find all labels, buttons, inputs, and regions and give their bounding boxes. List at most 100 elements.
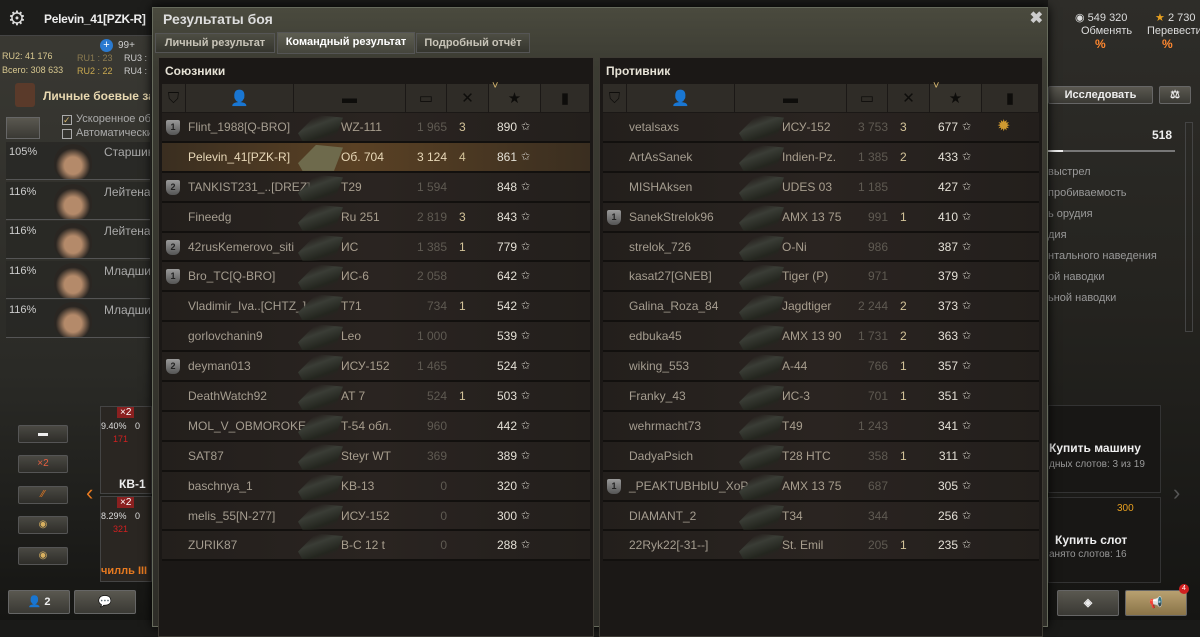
tab-team-result[interactable]: Командный результат <box>277 32 415 54</box>
star-icon: ✩ <box>962 270 972 283</box>
tank-filter-button[interactable]: ▬ <box>18 425 68 443</box>
table-row[interactable]: Galina_Roza_84 Jagdtiger 2 244 2 373 ✩ <box>603 292 1039 323</box>
crew-button[interactable] <box>6 117 40 139</box>
frags-value: 1 <box>900 359 907 374</box>
crew-member[interactable]: 116% Младший <box>6 260 150 299</box>
badge-col-header[interactable]: ⛉ <box>603 84 627 112</box>
x2-filter-button[interactable]: ×2 <box>18 455 68 473</box>
transfer-link[interactable]: Перевести <box>1147 25 1200 37</box>
player-col-header[interactable]: 👤 <box>186 84 294 112</box>
tank-col-header[interactable]: ▬ <box>735 84 847 112</box>
player-name[interactable]: Pelevin_41[PZK-R] <box>44 12 146 26</box>
platoon-badge-icon: 1 <box>166 269 180 285</box>
auto-checkbox[interactable] <box>62 129 72 139</box>
damage-value: 0 <box>440 508 447 523</box>
tank-count: 0 <box>135 421 141 431</box>
table-row[interactable]: MISHAksen UDES 03 1 185 427 ✩ <box>603 172 1039 203</box>
buy-tank-slot[interactable]: Купить машину дных слотов: 3 из 19 <box>1048 405 1161 493</box>
xp-col-header[interactable]: ★ <box>489 80 541 112</box>
table-row[interactable]: gorlovchanin9 Leo 1 000 539 ✩ <box>162 322 590 353</box>
star-icon: ✩ <box>962 121 972 133</box>
frags-value: 4 <box>459 149 466 164</box>
missions-link[interactable]: Личные боевые задачи <box>43 89 150 103</box>
close-icon[interactable]: ✖ <box>1029 10 1043 27</box>
crew-member[interactable]: 116% Лейтенант <box>6 181 150 220</box>
table-row[interactable]: DIAMANT_2 T34 344 256 ✩ <box>603 501 1039 532</box>
tab-personal-result[interactable]: Личный результат <box>155 33 275 53</box>
frags-value: 1 <box>459 239 466 254</box>
table-row[interactable]: 2 TANKIST231_..[DREZ] T29 1 594 848 ✩ <box>162 172 590 203</box>
frags-value: 3 <box>459 209 466 224</box>
table-row[interactable]: MOL_V_OBMOROKE T-54 обл. 960 442 ✩ <box>162 411 590 442</box>
player-col-header[interactable]: 👤 <box>627 84 735 112</box>
table-row[interactable]: 1 _PEAKTUBHbIU_XoP.. AMX 13 75 687 305 ✩ <box>603 471 1039 502</box>
damage-col-header[interactable]: ▭ <box>406 84 447 112</box>
table-row[interactable]: SAT87 Steyr WT 369 389 ✩ <box>162 441 590 472</box>
badge-col-header[interactable]: ⛉ <box>162 84 186 112</box>
table-row[interactable]: strelok_726 O-Ni 986 387 ✩ <box>603 232 1039 263</box>
table-row[interactable]: 1 Flint_1988[Q-BRO] WZ-111 1 965 3 890 ✩ <box>162 113 590 143</box>
crew-member[interactable]: 105% Старшина <box>6 142 150 180</box>
star-icon: ✩ <box>962 479 972 492</box>
table-row[interactable]: edbuka45 AMX 13 90 1 731 2 363 ✩ <box>603 322 1039 353</box>
damage-col-header[interactable]: ▭ <box>847 84 888 112</box>
premium-filter-button[interactable]: ⁄⁄ <box>18 486 68 504</box>
table-row[interactable]: Franky_43 ИС-3 701 1 351 ✩ <box>603 382 1039 412</box>
table-row[interactable]: 22Ryk22[-31--] St. Emil 205 1 235 ✩ <box>603 531 1039 562</box>
carousel-tank-2[interactable]: ×2 8.29% 0 321 чилль III <box>100 496 152 582</box>
frags-col-header[interactable]: ✕ <box>447 84 489 112</box>
carousel-right-arrow[interactable]: › <box>1173 480 1181 505</box>
tank-icon <box>298 324 343 351</box>
table-row[interactable]: ZURIK87 B-C 12 t 0 288 ✩ <box>162 531 590 562</box>
damage-value: 0 <box>440 478 447 493</box>
table-row[interactable]: ArtAsSanek Indien-Pz. 1 385 2 433 ✩ <box>603 142 1039 173</box>
table-row[interactable]: 1 SanekStrelok96 AMX 13 75 991 1 410 ✩ <box>603 202 1039 233</box>
crew-member[interactable]: 116% Младший <box>6 300 150 338</box>
frags-col-header[interactable]: ✕ <box>888 84 930 112</box>
medal-col-header[interactable]: ▮ <box>541 84 590 112</box>
settings-gear-icon[interactable]: ⚙ <box>8 8 26 30</box>
table-row[interactable]: baschnya_1 KB-13 0 320 ✩ <box>162 471 590 502</box>
crew-skill: 116% <box>9 225 37 237</box>
research-button[interactable]: Исследовать <box>1048 86 1153 104</box>
table-row[interactable]: 2 deyman013 ИСУ-152 1 465 524 ✩ <box>162 352 590 383</box>
chat-button[interactable]: 💬 <box>74 590 136 614</box>
notifications-button[interactable]: 📢 <box>1125 590 1187 616</box>
buy-slot[interactable]: 300 Купить слот анято слотов: 16 <box>1048 497 1161 583</box>
carousel-tank-kv1[interactable]: ×2 9.40% 0 171 КВ-1 <box>100 406 152 494</box>
missions-icon[interactable] <box>15 83 35 107</box>
add-icon[interactable]: + <box>100 39 113 52</box>
table-row[interactable]: Fineedg Ru 251 2 819 3 843 ✩ <box>162 202 590 233</box>
tank-name: St. Emil <box>782 538 824 553</box>
table-row[interactable]: 2 42rusKemerovo_siti ИС 1 385 1 779 ✩ <box>162 232 590 263</box>
table-row[interactable]: melis_55[N-277] ИСУ-152 0 300 ✩ <box>162 501 590 532</box>
carousel-left-arrow[interactable]: ‹ <box>86 480 94 505</box>
table-row[interactable]: DadyaPsich T28 HTC 358 1 311 ✩ <box>603 441 1039 472</box>
tank-name: T49 <box>782 418 803 433</box>
filter-button-4[interactable]: ◉ <box>18 516 68 534</box>
params-scrollbar[interactable] <box>1185 122 1193 332</box>
platoon-button[interactable]: 👤 2 <box>8 590 70 614</box>
medal-icon[interactable]: ✹ <box>997 118 1011 135</box>
table-row[interactable]: kasat27[GNEB] Tiger (P) 971 379 ✩ <box>603 262 1039 293</box>
table-row[interactable]: 1 Bro_TC[Q-BRO] ИС-6 2 058 642 ✩ <box>162 262 590 293</box>
medal-col-header[interactable]: ▮ <box>982 84 1039 112</box>
tank-col-header[interactable]: ▬ <box>294 84 406 112</box>
table-row[interactable]: Vladimir_Iva..[CHTZ_] T71 734 1 542 ✩ <box>162 292 590 323</box>
xp-value: 433 <box>937 149 958 164</box>
tank-name: ИСУ-152 <box>782 120 831 134</box>
tank-name: чилль III <box>101 565 148 577</box>
table-row[interactable]: wehrmacht73 T49 1 243 341 ✩ <box>603 411 1039 442</box>
referral-button[interactable]: ◈ <box>1057 590 1119 616</box>
tech-tree-icon[interactable]: ⚖ <box>1159 86 1191 104</box>
table-row[interactable]: DeathWatch92 AT 7 524 1 503 ✩ <box>162 382 590 412</box>
table-row[interactable]: vetalsaxs ИСУ-152 3 753 3 677 ✩ ✹ <box>603 113 1039 143</box>
table-row[interactable]: wiking_553 A-44 766 1 357 ✩ <box>603 352 1039 383</box>
accelerated-training-checkbox[interactable]: ✓ <box>62 115 72 125</box>
xp-col-header[interactable]: ★ <box>930 80 982 112</box>
crew-member[interactable]: 116% Лейтенант <box>6 221 150 259</box>
exchange-link[interactable]: Обменять <box>1081 25 1133 37</box>
filter-button-5[interactable]: ◉ <box>18 547 68 565</box>
tab-detailed-report[interactable]: Подробный отчёт <box>416 33 530 53</box>
table-row[interactable]: Pelevin_41[PZK-R] Об. 704 3 124 4 861 ✩ <box>162 142 590 173</box>
